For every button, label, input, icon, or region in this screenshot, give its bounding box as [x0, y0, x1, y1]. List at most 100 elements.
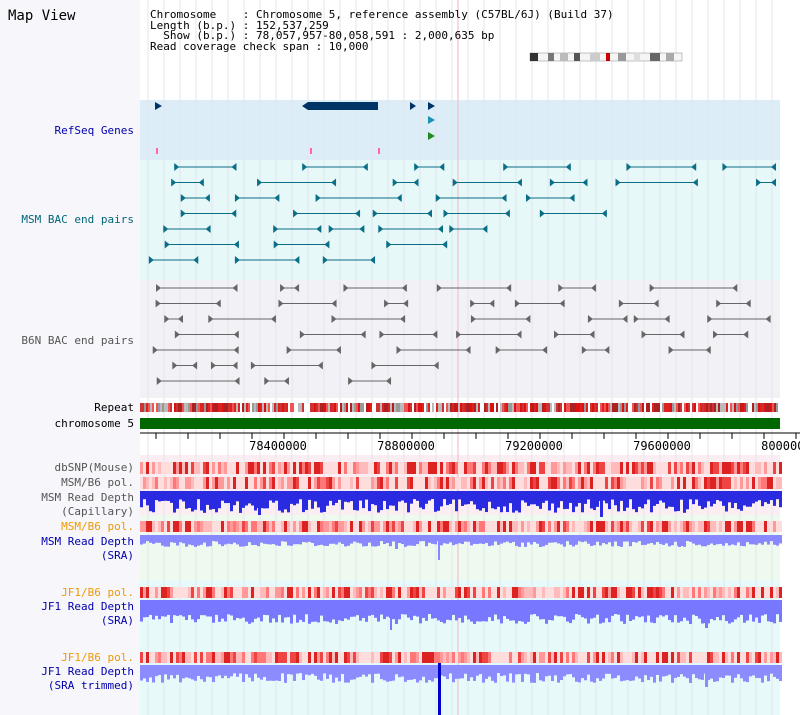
track-label-jf1-b6-pol-1[interactable]: JF1/B6 pol. — [61, 586, 134, 599]
repeat-segment — [772, 403, 774, 412]
repeat-segment — [328, 403, 330, 412]
depth-bar — [380, 491, 383, 511]
bac-end — [372, 209, 378, 218]
heat-cell — [290, 521, 293, 532]
heat-cell — [176, 652, 179, 663]
depth-bar — [299, 535, 302, 545]
heat-cell — [326, 521, 329, 532]
depth-bar — [593, 665, 596, 683]
track-label-msm-depth-cap[interactable]: MSM Read Depth — [41, 491, 134, 504]
depth-bar — [701, 665, 704, 680]
heat-cell — [314, 462, 317, 474]
heat-cell — [266, 462, 269, 474]
depth-bar — [665, 491, 668, 509]
depth-bar — [398, 665, 401, 678]
heat-cell — [179, 587, 182, 598]
depth-bar — [773, 535, 776, 545]
heat-cell — [425, 652, 428, 663]
bac-end — [516, 178, 522, 187]
heat-cell — [395, 521, 398, 532]
depth-bar — [668, 665, 671, 675]
depth-bar — [233, 665, 236, 674]
repeat-segment — [530, 403, 532, 412]
depth-bar — [149, 535, 152, 543]
depth-bar — [719, 535, 722, 544]
heat-cell — [140, 462, 143, 474]
depth-bar — [146, 535, 149, 542]
track-label-dbsnp[interactable]: dbSNP(Mouse) — [54, 461, 134, 474]
heat-cell — [779, 462, 782, 474]
heat-cell — [548, 462, 551, 474]
heat-cell — [647, 521, 650, 532]
heat-cell — [641, 587, 644, 598]
heat-cell — [464, 652, 467, 663]
heat-cell — [614, 587, 617, 598]
heat-cell — [317, 587, 320, 598]
repeat-segment — [382, 403, 384, 412]
depth-bar — [374, 600, 377, 618]
heat-cell — [230, 521, 233, 532]
depth-bar — [347, 600, 350, 620]
depth-bar — [725, 535, 728, 544]
bac-end — [362, 163, 368, 171]
depth-bar — [314, 665, 317, 676]
depth-bar — [140, 665, 143, 681]
track-label-b6n-bac[interactable]: B6N BAC end pairs — [21, 334, 134, 347]
heat-cell — [629, 462, 632, 474]
depth-bar — [341, 535, 344, 544]
repeat-segment — [570, 403, 572, 412]
track-label-msm-b6-pol-2[interactable]: MSM/B6 pol. — [61, 520, 134, 533]
track-label-msm-b6-pol-1[interactable]: MSM/B6 pol. — [61, 476, 134, 489]
repeat-segment — [392, 403, 394, 412]
depth-bar — [332, 600, 335, 620]
heat-cell — [248, 462, 251, 474]
depth-bar — [590, 665, 593, 682]
heat-cell — [536, 462, 539, 474]
track-label-msm-depth-sra[interactable]: MSM Read Depth — [41, 535, 134, 548]
track-label-msm-bac[interactable]: MSM BAC end pairs — [21, 213, 134, 226]
track-label-chromosome[interactable]: chromosome 5 — [54, 417, 134, 430]
heat-cell — [764, 477, 767, 489]
depth-bar — [743, 665, 746, 682]
depth-bar — [665, 535, 668, 544]
heat-cell — [746, 587, 749, 598]
depth-bar — [746, 665, 749, 683]
depth-bar — [734, 665, 737, 678]
heat-cell — [569, 652, 572, 663]
depth-bar — [395, 665, 398, 675]
track-label-jf1-b6-pol-2[interactable]: JF1/B6 pol. — [61, 651, 134, 664]
depth-bar — [458, 600, 461, 618]
bac-end — [495, 346, 501, 354]
bac-end — [174, 163, 180, 171]
depth-bar — [458, 491, 461, 500]
heat-cell — [290, 652, 293, 663]
heat-cell — [224, 462, 227, 474]
depth-bar — [542, 600, 545, 620]
heat-cell — [566, 477, 569, 489]
depth-bar — [266, 535, 269, 545]
depth-bar — [422, 600, 425, 618]
heat-cell — [728, 587, 731, 598]
heat-cell — [521, 521, 524, 532]
repeat-segment — [626, 403, 628, 412]
heat-cell — [410, 462, 413, 474]
heat-cell — [605, 521, 608, 532]
refseq-marker — [156, 148, 158, 154]
heat-cell — [617, 477, 620, 489]
track-label-jf1-depth-trim[interactable]: JF1 Read Depth — [41, 665, 134, 678]
bac-end — [386, 240, 392, 249]
heat-cell — [590, 587, 593, 598]
bac-end — [355, 209, 361, 218]
heat-cell — [656, 521, 659, 532]
depth-bar — [386, 600, 389, 617]
ideogram-band — [606, 53, 610, 61]
depth-bar — [170, 665, 173, 676]
track-label-jf1-depth-sra[interactable]: JF1 Read Depth — [41, 600, 134, 613]
depth-bar — [641, 491, 644, 509]
heat-cell — [365, 477, 368, 489]
track-label-repeat[interactable]: Repeat — [94, 401, 134, 414]
repeat-segment — [658, 403, 660, 412]
depth-bar — [392, 535, 395, 542]
track-label-refseq[interactable]: RefSeq Genes — [54, 124, 134, 137]
